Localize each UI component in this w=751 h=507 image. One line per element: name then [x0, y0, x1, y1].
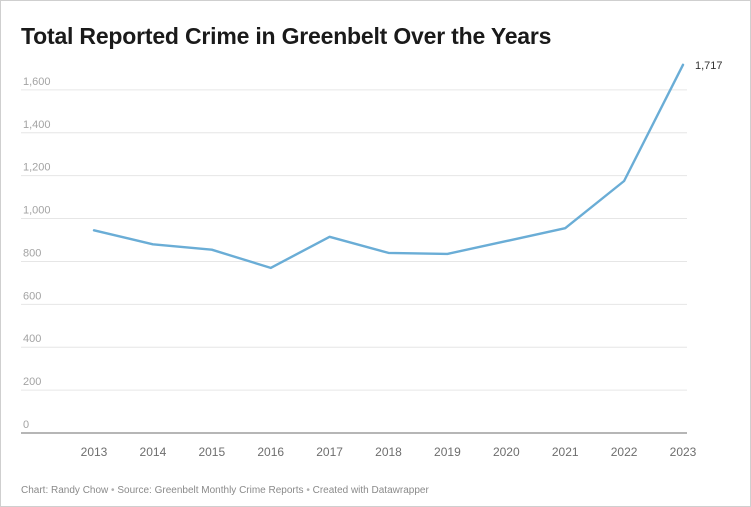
x-tick-label: 2017 — [316, 445, 343, 459]
x-tick-label: 2019 — [434, 445, 461, 459]
y-axis-ticks: 0 200 400 600 800 1,000 1,200 1,400 1,600 — [23, 76, 51, 431]
data-point — [92, 228, 96, 232]
footer-tool: Created with Datawrapper — [312, 485, 429, 496]
data-point — [681, 63, 685, 67]
footer-source: Source: Greenbelt Monthly Crime Reports — [117, 485, 304, 496]
x-tick-label: 2023 — [670, 445, 697, 459]
series-layer — [92, 63, 685, 270]
annotations: 1,717 — [695, 60, 723, 72]
footer-credit: Chart: Randy Chow — [21, 485, 109, 496]
x-tick-label: 2015 — [198, 445, 225, 459]
data-point — [445, 252, 449, 256]
chart-title: Total Reported Crime in Greenbelt Over t… — [21, 23, 552, 49]
data-point — [210, 248, 214, 252]
x-tick-label: 2018 — [375, 445, 402, 459]
series-line — [92, 63, 685, 270]
x-tick-label: 2021 — [552, 445, 579, 459]
data-label: 1,717 — [695, 60, 723, 72]
y-tick-label: 600 — [23, 290, 41, 302]
data-point — [563, 226, 567, 230]
data-point — [622, 179, 626, 183]
y-tick-label: 400 — [23, 333, 41, 345]
data-point — [387, 251, 391, 255]
x-tick-label: 2022 — [611, 445, 638, 459]
footer-separator-1: • — [111, 485, 115, 496]
y-tick-label: 1,200 — [23, 162, 51, 174]
x-tick-label: 2014 — [140, 445, 167, 459]
y-tick-label: 800 — [23, 247, 41, 259]
data-point — [328, 235, 332, 239]
y-tick-label: 200 — [23, 376, 41, 388]
data-point — [151, 242, 155, 246]
x-tick-label: 2020 — [493, 445, 520, 459]
footer-separator-2: • — [306, 485, 310, 496]
y-tick-label: 1,000 — [23, 205, 51, 217]
x-tick-label: 2013 — [81, 445, 108, 459]
x-tick-label: 2016 — [257, 445, 284, 459]
y-tick-label: 1,600 — [23, 76, 51, 88]
chart-footer: Chart: Randy Chow • Source: Greenbelt Mo… — [21, 485, 429, 496]
data-point — [269, 266, 273, 270]
gridlines — [21, 89, 687, 434]
x-axis-ticks: 2013 2014 2015 2016 2017 2018 2019 2020 2021 2022… — [81, 445, 697, 459]
y-tick-label: 1,400 — [23, 119, 51, 131]
y-tick-label: 0 — [23, 419, 29, 431]
data-point — [504, 239, 508, 243]
